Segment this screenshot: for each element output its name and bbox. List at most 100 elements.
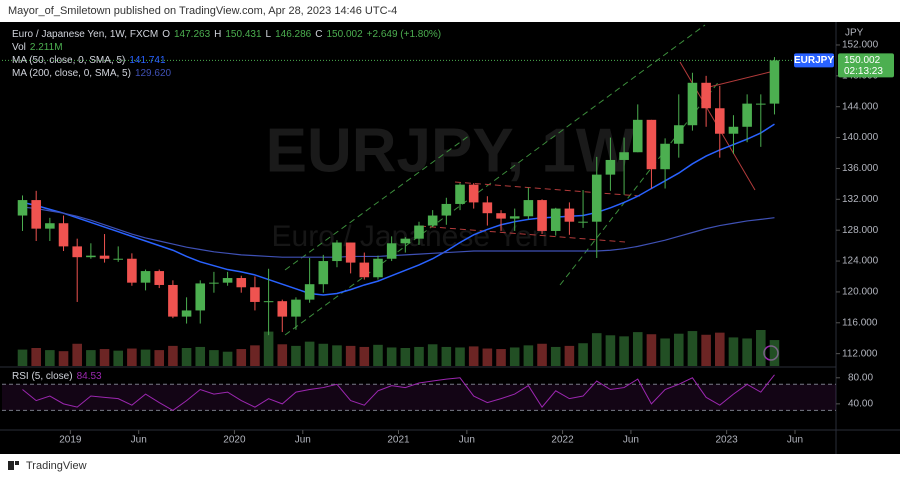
x-tick-label: Jun	[787, 435, 803, 446]
candle-body	[140, 271, 151, 283]
ohlc-key: C	[315, 29, 322, 40]
volume-bar	[154, 350, 165, 366]
trend-line	[704, 71, 771, 89]
volume-bar	[769, 340, 780, 366]
logo	[8, 461, 19, 470]
volume-bar	[660, 338, 670, 366]
ohlc-value: 150.002	[326, 29, 363, 40]
candle-body	[17, 200, 28, 216]
volume-bar	[168, 345, 178, 366]
legend-entry: MA (200, close, 0, SMA, 5)	[12, 68, 131, 79]
rsi-name: RSI (5, close)	[12, 371, 73, 382]
volume-bar	[537, 343, 547, 366]
volume-bar	[564, 345, 575, 366]
y-tick-label: 116.000	[842, 317, 878, 328]
legend-row: Euro / Japanese Yen, 1W, FXCM O 147.263 H 15…	[12, 29, 441, 40]
volume-bar	[181, 348, 192, 366]
volume-bar	[441, 346, 452, 366]
candle-body	[605, 159, 616, 175]
trend-line	[454, 181, 641, 197]
candle-body	[523, 200, 534, 217]
volume-bar	[236, 349, 247, 366]
x-tick-label: Jun	[623, 435, 639, 446]
candle-body	[427, 215, 438, 226]
candle-body	[564, 208, 575, 222]
y-tick-label: 132.000	[842, 194, 879, 205]
y-tick-label: 144.000	[842, 101, 879, 112]
candle-body	[113, 258, 123, 260]
candle-body	[578, 221, 588, 223]
candle-body	[345, 242, 356, 263]
rsi-line	[22, 374, 775, 411]
candle-body	[482, 202, 493, 214]
footer-brand: TradingView	[26, 460, 87, 472]
candle-body	[236, 278, 247, 288]
volume-bar	[291, 345, 301, 366]
candle-body	[277, 301, 288, 317]
price-change: +2.649 (+1.80%)	[367, 29, 442, 40]
volume-bar	[250, 345, 260, 366]
candle-body	[769, 60, 780, 104]
volume-bar	[127, 348, 137, 366]
price-tag-bg	[838, 53, 894, 78]
candle-body	[496, 213, 506, 219]
candle-body	[701, 82, 711, 109]
trend-line	[284, 24, 706, 336]
volume-bar	[277, 344, 288, 366]
volume-bar	[646, 334, 657, 366]
volume-bar	[673, 333, 684, 366]
legend-row: RSI (5, close) 84.53	[12, 371, 102, 382]
candle-body	[222, 278, 233, 283]
y-tick-label: 140.000	[842, 132, 879, 143]
volume-bar	[400, 348, 411, 366]
volume-bar	[359, 346, 370, 366]
candle-body	[742, 103, 752, 127]
volume-bar	[332, 345, 342, 366]
legend-entry: MA (50, close, 0, SMA, 5)	[12, 55, 125, 66]
candle-body	[537, 200, 547, 231]
legend-row: MA (50, close, 0, SMA, 5) 141.741	[12, 55, 166, 66]
volume-bar	[99, 349, 110, 366]
ohlc-value: 146.286	[275, 29, 312, 40]
candle-body	[263, 301, 274, 303]
candle-body	[687, 82, 698, 126]
y-tick-label: 120.000	[842, 287, 879, 298]
candle-body	[619, 152, 629, 160]
candle-body	[181, 310, 192, 317]
candle-body	[509, 216, 520, 219]
candle-body	[359, 262, 370, 278]
y-tick-label: 152.000	[842, 40, 879, 51]
volume-bar	[687, 331, 698, 366]
candle-body	[86, 255, 96, 258]
candle-body	[550, 208, 561, 231]
volume-bar	[72, 343, 82, 366]
legend-value: 141.741	[129, 55, 166, 66]
volume-bar	[386, 347, 397, 366]
legend-value: 129.620	[135, 68, 172, 79]
volume-bar	[496, 349, 506, 366]
event-icon[interactable]	[763, 345, 779, 361]
volume-bar	[318, 343, 329, 366]
candle-body	[154, 271, 165, 285]
x-tick-label: Jun	[459, 435, 475, 446]
candle-body	[318, 261, 329, 285]
y-tick-label: 124.000	[842, 256, 879, 267]
candle-body	[715, 108, 725, 134]
volume-bar	[756, 330, 766, 366]
candle-body	[304, 284, 315, 300]
rsi-band	[2, 384, 836, 411]
candle-body	[195, 283, 206, 311]
x-tick-label: Jun	[131, 435, 147, 446]
x-tick-label: 2023	[715, 435, 738, 446]
candle-body	[168, 284, 178, 317]
trend-line	[284, 134, 471, 271]
x-tick-label: 2022	[551, 435, 574, 446]
x-tick-label: 2020	[223, 435, 246, 446]
y-tick-label: 128.000	[842, 225, 879, 236]
candle-body	[414, 225, 424, 239]
legend-row: Vol 2.211M	[12, 42, 63, 53]
volume-bar	[715, 332, 725, 366]
candle-body	[455, 184, 465, 204]
candle-body	[250, 287, 260, 302]
